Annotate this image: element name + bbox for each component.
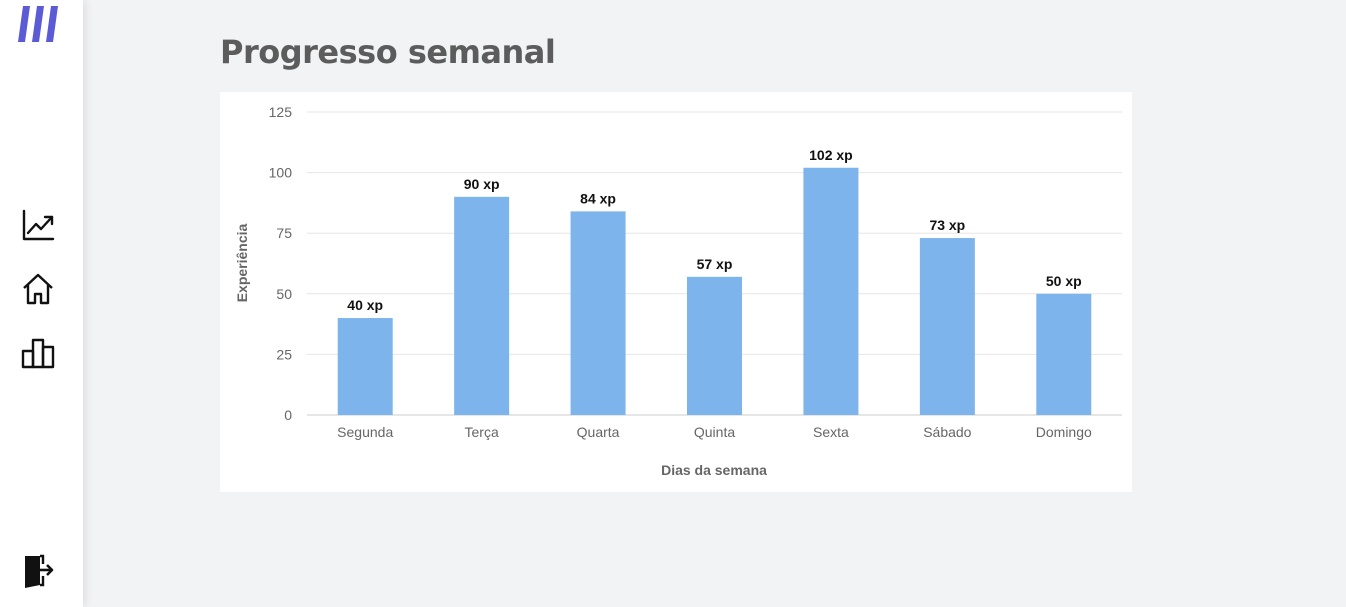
x-tick-label: Segunda [337,424,393,440]
sidebar-item-progress[interactable] [18,205,58,245]
data-label: 40 xp [347,297,383,313]
y-tick-label: 125 [269,104,293,120]
sidebar-item-home[interactable] [18,269,58,309]
brand-logo-icon[interactable] [16,6,60,42]
bar-quarta[interactable] [570,211,626,415]
data-label: 90 xp [464,176,500,192]
chart-card: 0 25 50 75 100 125 40 xp 90 xp 84 xp 57 xp 102 xp… [220,92,1132,492]
x-tick-label: Quarta [577,424,620,440]
bar-chart: 0 25 50 75 100 125 40 xp 90 xp 84 xp 57 xp 102 xp… [234,104,1122,478]
bar-domingo[interactable] [1036,293,1092,415]
x-tick-label: Quinta [694,424,735,440]
sidebar [0,0,83,607]
data-label: 102 xp [809,147,853,163]
x-tick-label: Sexta [813,424,849,440]
bar-ranking-icon [21,338,55,369]
bar-sexta[interactable] [803,167,859,415]
home-icon [23,273,53,305]
y-tick-label: 50 [276,286,292,302]
logout-door-icon [25,554,54,588]
y-axis-title: Experiência [234,223,250,302]
data-label: 73 xp [929,217,965,233]
data-label: 57 xp [697,256,733,272]
bar-terça[interactable] [454,196,510,415]
x-tick-label: Terça [465,424,499,440]
y-tick-label: 25 [276,346,292,362]
bar-sábado[interactable] [919,238,975,415]
bar-quinta[interactable] [687,276,742,415]
data-label: 50 xp [1046,273,1082,289]
logout-button[interactable] [18,550,58,590]
sidebar-item-ranking[interactable] [18,333,58,373]
page-title: Progresso semanal [220,33,556,71]
y-tick-label: 100 [269,165,293,181]
data-label: 84 xp [580,190,616,206]
bar-segunda[interactable] [337,318,393,415]
x-tick-label: Sábado [923,424,971,440]
trend-chart-icon [22,209,55,241]
y-tick-label: 0 [284,407,292,423]
x-tick-label: Domingo [1036,424,1092,440]
x-axis-title: Dias da semana [661,462,767,478]
y-tick-label: 75 [276,225,292,241]
